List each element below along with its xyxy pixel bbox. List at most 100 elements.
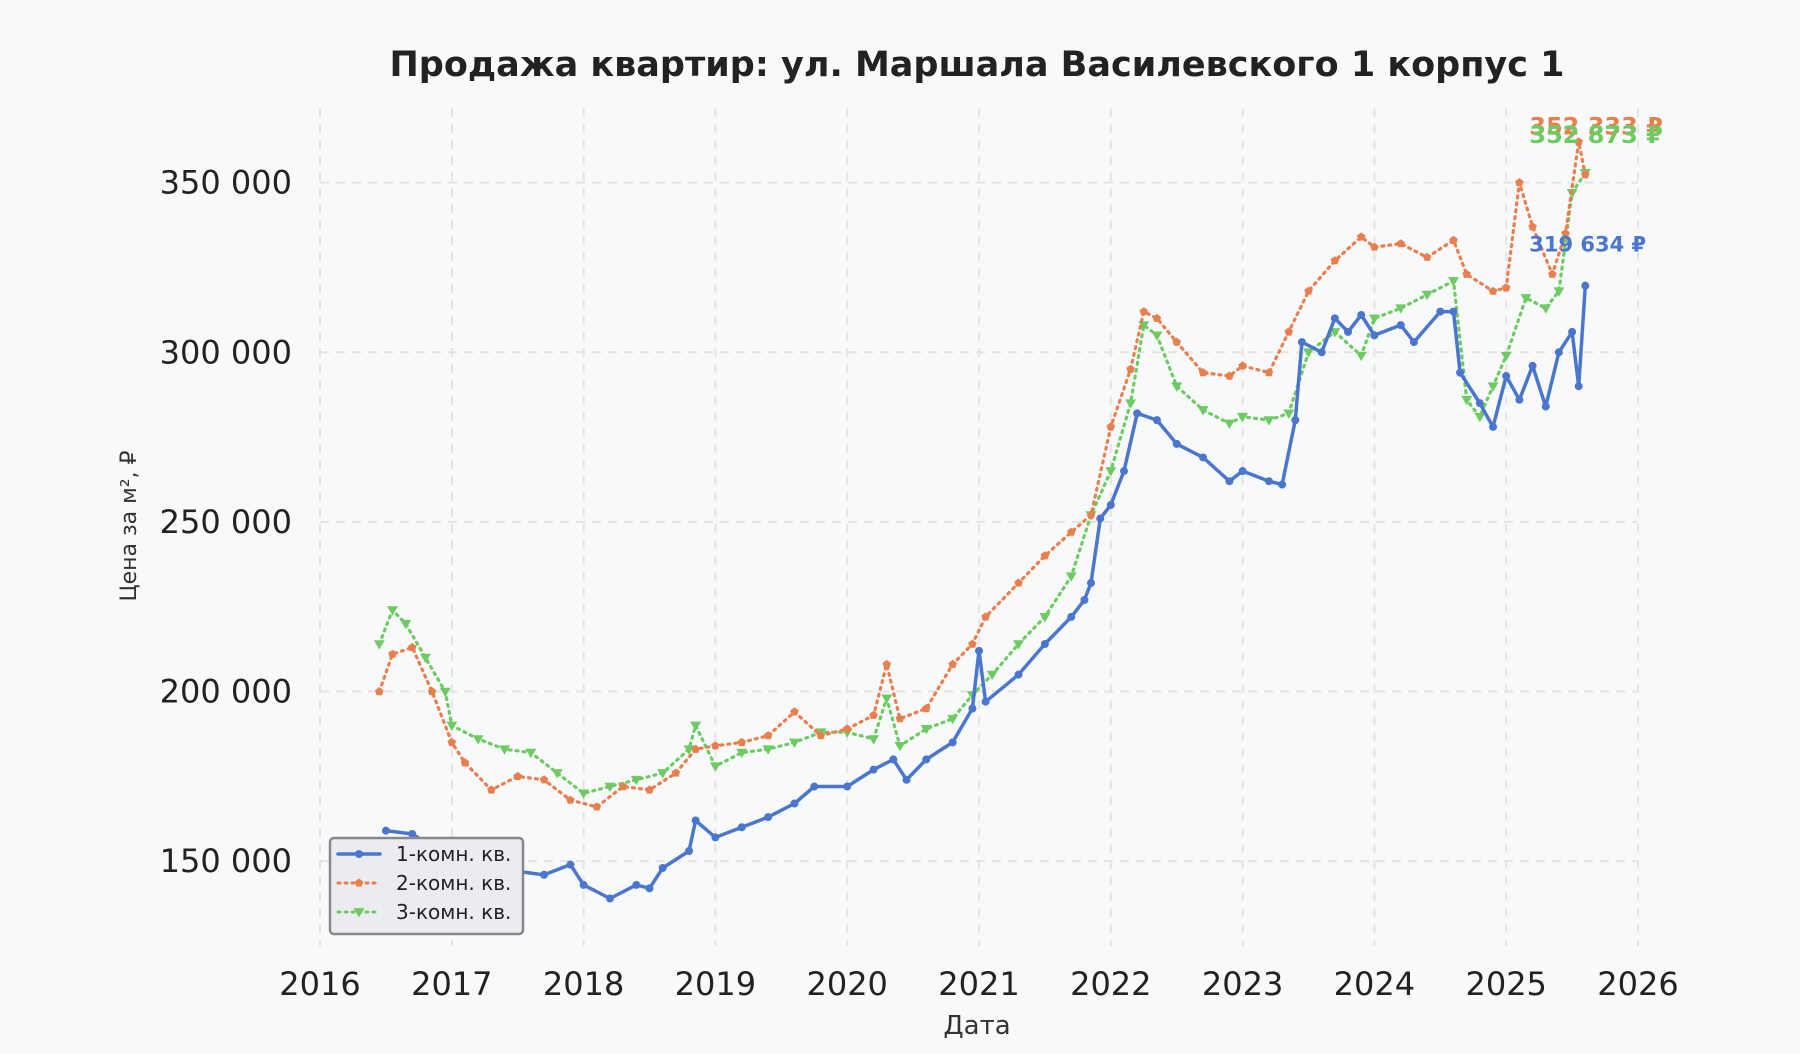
x-tick-label: 2021 [938,965,1019,1003]
data-point [1304,286,1313,295]
data-point [981,612,990,621]
data-point [869,765,878,774]
data-point [1096,514,1105,523]
data-point [981,697,990,706]
data-point [1541,402,1550,411]
data-point [1172,439,1181,448]
data-point [788,738,800,748]
data-point [1013,640,1025,650]
data-point [1152,416,1161,425]
data-point [1039,613,1051,623]
legend: 1-комн. кв. 2-комн. кв. 3-комн. кв. [328,836,525,936]
data-point [1171,382,1183,392]
data-point [1330,314,1339,323]
data-point [1501,283,1511,292]
data-point [763,731,773,740]
data-point [1283,409,1295,419]
data-point [1198,368,1208,377]
data-point [1105,467,1117,477]
data-point [1065,572,1077,582]
data-point [1291,416,1300,425]
y-tick-label: 300 000 [160,333,292,371]
data-point [604,782,616,793]
y-tick-label: 350 000 [160,164,292,202]
data-point [889,755,898,764]
data-point [1263,416,1275,426]
data-point [419,653,431,664]
data-point [1370,242,1379,251]
data-point [947,714,959,725]
data-point [1040,551,1050,560]
data-point [630,775,642,786]
data-point [592,802,602,811]
data-point [1515,395,1524,404]
data-point [968,704,977,713]
data-point [1528,361,1537,370]
data-point [764,813,773,822]
data-point [513,771,522,780]
data-point [920,725,932,735]
data-point [1396,321,1405,330]
data-point [975,646,983,655]
data-point [1264,477,1273,486]
data-point [1126,364,1135,373]
x-tick-label: 2019 [675,965,756,1003]
data-point [894,741,906,752]
data-point [1520,294,1532,304]
data-point [388,649,397,658]
data-point [1197,406,1209,416]
series-1 [381,281,1590,903]
data-point [578,789,590,799]
data-point [810,782,819,791]
data-point [922,704,931,713]
data-point [1421,290,1433,301]
legend-marker [353,908,365,918]
data-point [1475,399,1484,408]
data-point [1370,331,1379,340]
data-point [1086,510,1096,519]
data-point [948,659,957,668]
data-point [1396,239,1405,248]
data-point [1422,252,1432,261]
data-point [736,748,748,759]
y-axis-label: Цена за м², ₽ [117,450,142,601]
end-label: 352 873 ₽ [1529,121,1663,149]
data-point [1014,578,1023,587]
y-axis: 150 000 200 000 250 000 300 000 350 000 [160,164,292,881]
legend-marker [355,850,363,858]
data-point [1540,304,1552,314]
x-tick-label: 2025 [1465,965,1546,1003]
data-point [1223,419,1235,430]
data-point [1014,670,1023,679]
data-point [691,744,700,753]
data-point [1568,327,1577,336]
x-tick-label: 2022 [1070,965,1151,1003]
data-point [1461,395,1473,406]
data-point [487,785,496,794]
end-labels: 319 634 ₽ 352 333 ₽352 873 ₽ [1529,113,1663,257]
data-point [671,768,681,777]
data-point [1330,256,1340,265]
data-point [895,714,905,723]
data-point [566,795,575,804]
data-point [1581,170,1590,179]
data-point [1409,338,1418,347]
data-point [446,721,458,731]
data-point [737,737,746,747]
data-point [881,694,893,704]
data-point [1106,500,1115,509]
data-point [1317,348,1326,357]
data-point [882,659,891,668]
data-point [842,724,852,733]
data-point [1515,178,1524,187]
data-point [539,775,549,784]
data-point [1436,307,1445,316]
grid [319,108,1639,946]
data-point [1087,578,1096,587]
data-point [579,880,588,889]
data-point [1199,453,1208,462]
data-point [1237,412,1249,423]
data-point [1554,348,1563,357]
